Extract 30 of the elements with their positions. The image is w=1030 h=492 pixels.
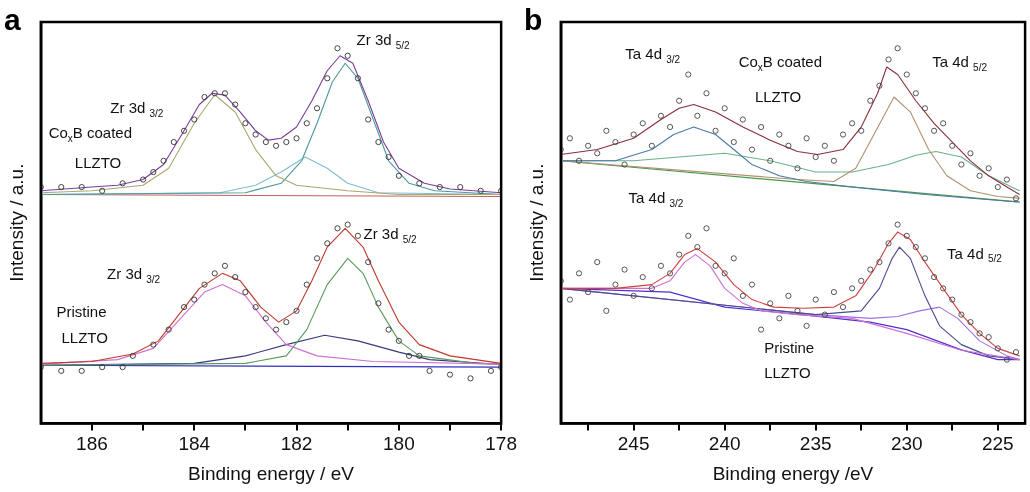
x-tick-label: 230 — [890, 433, 923, 455]
x-tick-label: 245 — [617, 433, 650, 455]
annotation: LLZTO — [74, 154, 122, 172]
x-tick-label: 186 — [76, 433, 108, 455]
chart-title: a — [4, 3, 21, 36]
chart-title: b — [524, 3, 543, 36]
annotation: Zr 3d 3/2 — [107, 265, 161, 286]
annotation: Ta 4d 5/2 — [932, 53, 988, 74]
annotation: Zr 3d 5/2 — [363, 224, 418, 245]
x-tick-label: 240 — [708, 433, 741, 455]
annotation: Pristine — [764, 339, 815, 357]
x-axis-title: Binding energy /eV — [712, 462, 874, 484]
annotation: LLZTO — [764, 364, 811, 382]
x-tick-label: 184 — [178, 433, 211, 455]
annotation: Ta 4d 3/2 — [625, 45, 681, 66]
annotation: LLZTO — [61, 328, 108, 346]
annotation: Zr 3d 3/2 — [110, 98, 164, 119]
x-tick-label: 180 — [383, 433, 415, 455]
annotation: Pristine — [56, 302, 107, 320]
y-axis-title: Intensity / a.u. — [525, 163, 547, 282]
annotation: Zr 3d 5/2 — [356, 31, 411, 52]
x-axis-title: Binding energy / eV — [188, 462, 355, 484]
x-tick-label: 235 — [799, 433, 832, 455]
annotation: LLZTO — [754, 87, 802, 105]
y-axis-title: Intensity / a.u. — [5, 163, 27, 282]
x-tick-label: 182 — [280, 433, 313, 455]
annotation: Ta 4d 3/2 — [628, 189, 684, 210]
annotation: Ta 4d 5/2 — [947, 244, 1003, 265]
x-tick-label: 178 — [485, 433, 517, 455]
x-tick-label: 225 — [981, 433, 1014, 455]
